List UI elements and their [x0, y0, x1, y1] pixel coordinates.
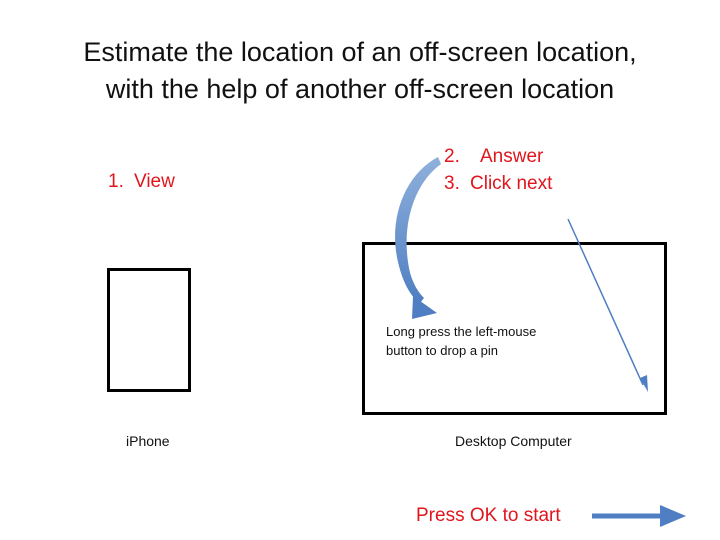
desktop-label: Desktop Computer [455, 433, 572, 449]
curved-arrow-icon [395, 157, 441, 319]
diagonal-arrow-icon [567, 218, 648, 392]
step-view-number: 1. [108, 171, 124, 192]
desktop-instruction-line-2: button to drop a pin [386, 343, 499, 358]
title-line-1: Estimate the location of an off-screen l… [83, 37, 637, 67]
desktop-instruction-line-1: Long press the left-mouse [386, 324, 537, 339]
press-ok-to-start-text: Press OK to start [416, 505, 561, 526]
title-line-2: with the help of another off-screen loca… [105, 74, 615, 104]
step-answer-number: 2. [444, 146, 460, 167]
step-click-next-number: 3. [444, 173, 460, 194]
iphone-label: iPhone [126, 433, 170, 449]
iphone-screen-frame [107, 268, 191, 392]
step-view: 1. View [108, 169, 175, 195]
right-arrow-icon [592, 505, 686, 527]
step-click-next-label: Click next [470, 173, 553, 194]
step-view-label: View [134, 171, 175, 192]
step-answer: 2. Answer [444, 144, 543, 170]
desktop-screen-frame [362, 242, 667, 415]
desktop-instruction: Long press the left-mouse button to drop… [386, 322, 536, 360]
page-title: Estimate the location of an off-screen l… [0, 34, 720, 108]
step-answer-label: Answer [480, 146, 544, 167]
step-click-next: 3. Click next [444, 171, 552, 197]
